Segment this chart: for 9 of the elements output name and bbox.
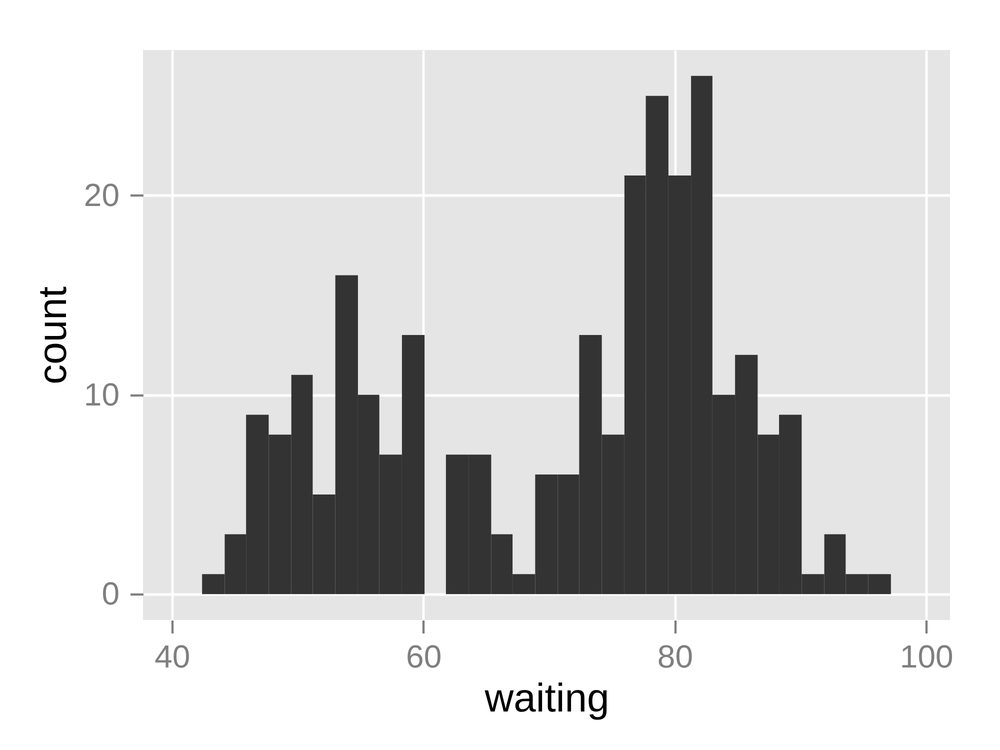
x-tick-label: 100 [900,638,954,674]
y-tick-label: 20 [84,176,120,213]
x-axis-title: waiting [484,676,610,720]
y-tick-label: 10 [84,376,120,412]
x-tick-label: 40 [154,638,190,674]
y-tick-label: 0 [102,576,120,612]
y-axis-title: count [30,286,75,384]
x-tick-label: 80 [657,638,694,674]
x-tick-label: 60 [406,638,442,674]
